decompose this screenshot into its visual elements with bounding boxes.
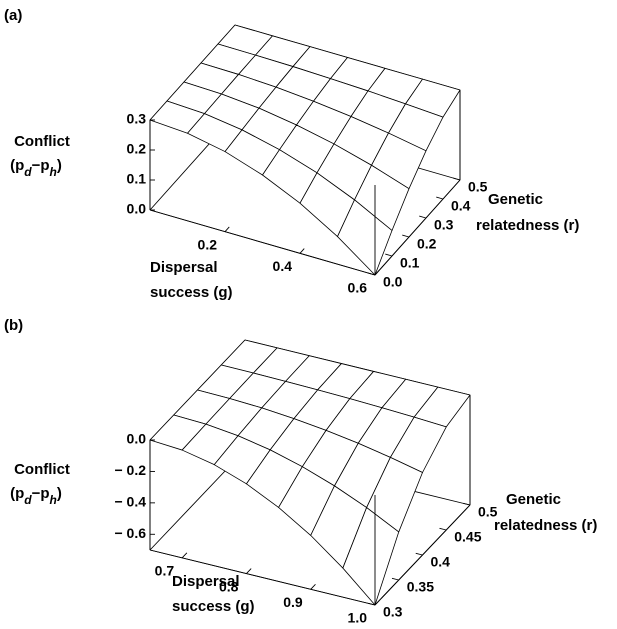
- x-tick-label: 1.0: [348, 610, 368, 626]
- z-label-part: d: [24, 165, 32, 179]
- z-tick-label: 0.2: [127, 141, 147, 157]
- y-tick: [391, 577, 399, 581]
- y-tick-label: 0.3: [434, 217, 454, 233]
- x-tick: [374, 599, 381, 606]
- z-label-part: h: [50, 165, 57, 179]
- z-tick-label: 0.1: [127, 171, 147, 187]
- z-label: (pd−ph): [10, 485, 62, 507]
- box-edge: [149, 209, 376, 276]
- box-edge: [374, 179, 461, 276]
- y-tick: [419, 215, 427, 219]
- y-label: Genetic: [488, 191, 543, 208]
- y-tick: [368, 272, 376, 276]
- y-label: relatedness (r): [494, 517, 597, 534]
- y-tick-label: 0.5: [478, 504, 498, 520]
- y-tick-label: 0.35: [407, 579, 434, 595]
- x-tick-label: 0.2: [198, 236, 218, 252]
- x-label: success (g): [172, 598, 255, 615]
- x-tick: [224, 226, 230, 232]
- y-tick: [436, 196, 444, 200]
- x-tick: [310, 583, 316, 590]
- x-label: success (g): [150, 284, 233, 301]
- surface-cell: [337, 199, 393, 276]
- z-label-part: h: [50, 493, 57, 507]
- z-label-part: (p: [10, 485, 24, 502]
- x-tick: [374, 269, 380, 276]
- x-tick-label: 0.8: [219, 578, 239, 594]
- z-label-part: −p: [32, 485, 50, 502]
- y-tick: [368, 602, 376, 606]
- x-tick-label: 0.9: [283, 594, 303, 610]
- x-tick-label: 0.4: [273, 258, 293, 274]
- x-tick-label: 0.7: [155, 563, 175, 579]
- y-tick-label: 0.3: [383, 604, 403, 620]
- panel-label: (a): [4, 7, 22, 24]
- z-tick-label: 0.0: [127, 201, 147, 217]
- panel-label: (b): [4, 317, 23, 334]
- y-label: relatedness (r): [476, 217, 579, 234]
- y-tick-label: 0.4: [451, 198, 471, 214]
- y-tick-label: 0.0: [383, 274, 403, 290]
- y-tick: [402, 234, 410, 238]
- y-tick-label: 0.5: [468, 179, 488, 195]
- y-tick: [439, 527, 447, 531]
- z-tick-label: 0.0: [127, 431, 147, 447]
- box-edge: [149, 549, 376, 606]
- z-label-part: (p: [10, 157, 24, 174]
- z-tick-label: − 0.2: [114, 462, 146, 478]
- z-tick-label: 0.3: [127, 111, 147, 127]
- y-tick-label: 0.2: [417, 236, 437, 252]
- surface-cell: [342, 507, 400, 606]
- z-label-part: ): [57, 157, 62, 174]
- z-tick-label: − 0.6: [114, 525, 146, 541]
- y-tick: [453, 177, 461, 181]
- y-tick-label: 0.4: [431, 554, 451, 570]
- x-tick: [299, 248, 305, 254]
- x-tick: [246, 568, 252, 574]
- y-tick-label: 0.1: [400, 255, 420, 271]
- z-label: (pd−ph): [10, 157, 62, 179]
- y-tick: [463, 502, 471, 506]
- z-tick-label: − 0.4: [114, 494, 146, 510]
- y-tick-label: 0.45: [454, 529, 481, 545]
- x-label: Dispersal: [172, 573, 240, 590]
- y-tick: [415, 552, 423, 556]
- z-label-part: −p: [32, 157, 50, 174]
- y-tick: [385, 253, 393, 257]
- x-tick-label: 0.6: [348, 280, 368, 296]
- z-label: Conflict: [14, 133, 70, 150]
- x-label: Dispersal: [150, 259, 218, 276]
- z-label-part: d: [24, 493, 32, 507]
- x-tick: [181, 552, 188, 559]
- z-label-part: ): [57, 485, 62, 502]
- z-label: Conflict: [14, 461, 70, 478]
- y-label: Genetic: [506, 491, 561, 508]
